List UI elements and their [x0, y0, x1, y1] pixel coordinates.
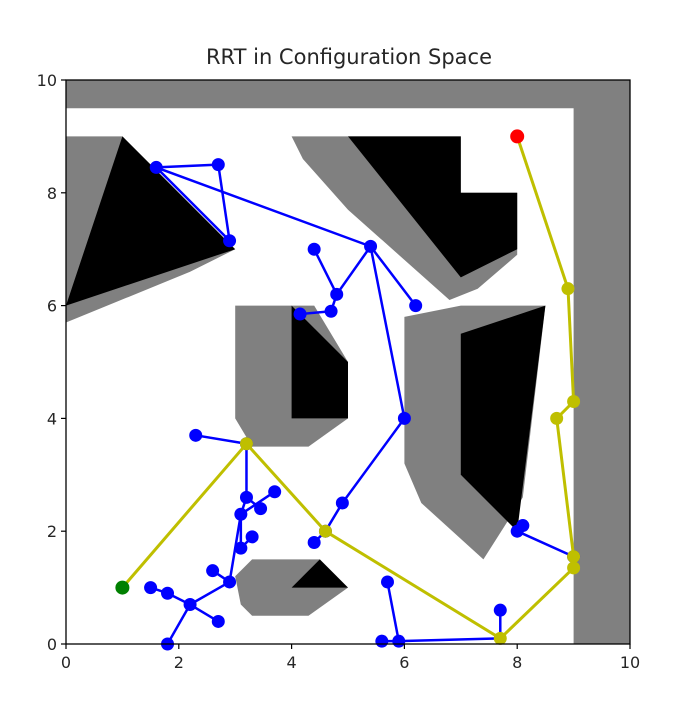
- obstacle-2: [291, 305, 348, 419]
- tree-node-23: [183, 598, 197, 612]
- tree-edge-22: [188, 580, 231, 606]
- plot-frame: [65, 79, 631, 645]
- tree-node-9: [397, 411, 411, 425]
- tree-edge-26: [166, 603, 192, 646]
- y-tick-label-5: 10: [37, 71, 57, 90]
- tree-edge-27: [386, 580, 401, 643]
- tree-node-33: [516, 519, 530, 533]
- tree-node-4: [307, 242, 321, 256]
- tree-node-10: [335, 496, 349, 510]
- tree-node-6: [324, 304, 338, 318]
- obstacle-0: [66, 136, 236, 306]
- goal-point: [510, 129, 525, 144]
- path-node-3: [493, 631, 507, 645]
- chart-title: RRT in Configuration Space: [206, 45, 492, 69]
- tree-edge-3: [154, 166, 372, 248]
- x-tick-label-2: 4: [287, 653, 297, 672]
- tree-node-0: [149, 160, 163, 174]
- x-tick-label-5: 10: [620, 653, 640, 672]
- tree-edge-1: [217, 163, 231, 242]
- path-node-6: [550, 411, 564, 425]
- y-tick-label-3: 6: [47, 297, 57, 316]
- path-node-7: [567, 394, 581, 408]
- tree-edge-4: [335, 245, 372, 296]
- tree-node-21: [206, 564, 220, 578]
- x-axis: 0 2 4 6 8 10: [61, 644, 640, 672]
- tree-edge-29: [397, 637, 502, 643]
- tree-node-28: [380, 575, 394, 589]
- tree-node-24: [161, 586, 175, 600]
- x-tick-label-4: 8: [512, 653, 522, 672]
- obstacle-1: [348, 136, 518, 278]
- tree-node-22: [223, 575, 237, 589]
- tree-node-5: [330, 287, 344, 301]
- tree-node-31: [493, 603, 507, 617]
- tree-node-8: [409, 299, 423, 313]
- x-tick-label-0: 0: [61, 653, 71, 672]
- tree-edge-8: [369, 245, 417, 307]
- inflated-obstacle-0: [66, 80, 630, 644]
- tree-node-12: [307, 535, 321, 549]
- y-axis: 0 2 4 6 8 10: [37, 71, 66, 654]
- y-tick-label-0: 0: [47, 635, 57, 654]
- x-tick-label-1: 2: [174, 653, 184, 672]
- tree-node-19: [245, 530, 259, 544]
- tree-node-16: [268, 485, 282, 499]
- tree-edge-13: [194, 434, 248, 446]
- tree-nodes: [144, 158, 581, 651]
- tree-edge-5: [312, 247, 338, 296]
- y-tick-label-1: 2: [47, 522, 57, 541]
- tree-node-3: [364, 239, 378, 253]
- tree-node-25: [144, 581, 158, 595]
- tree-node-18: [234, 507, 248, 521]
- obstacle-3: [460, 305, 546, 532]
- tree-edge-9: [369, 245, 406, 420]
- tree-edge-2: [154, 166, 231, 242]
- path-node-1: [239, 437, 253, 451]
- tree-edge-10: [341, 417, 406, 505]
- tree-node-13: [189, 428, 203, 442]
- path-node-2: [318, 524, 332, 538]
- path-node-5: [567, 550, 581, 564]
- y-tick-label-4: 8: [47, 184, 57, 203]
- path-node-8: [561, 282, 575, 296]
- tree-node-20: [234, 541, 248, 555]
- endpoints: [115, 129, 525, 595]
- tree-node-30: [375, 634, 389, 648]
- tree-edge-32: [515, 529, 575, 558]
- tree-node-29: [392, 634, 406, 648]
- tree-edge-0: [154, 163, 220, 169]
- x-tick-label-3: 6: [399, 653, 409, 672]
- path-node-4: [567, 561, 581, 575]
- obstacle-4: [291, 559, 348, 588]
- start-point: [115, 580, 130, 595]
- tree-node-2: [223, 234, 237, 248]
- tree-node-26: [211, 614, 225, 628]
- y-tick-label-2: 4: [47, 409, 57, 428]
- obstacles: [66, 136, 546, 588]
- tree-node-1: [211, 158, 225, 172]
- tree-node-17: [254, 502, 268, 516]
- tree-node-7: [293, 307, 307, 321]
- tree-node-15: [239, 490, 253, 504]
